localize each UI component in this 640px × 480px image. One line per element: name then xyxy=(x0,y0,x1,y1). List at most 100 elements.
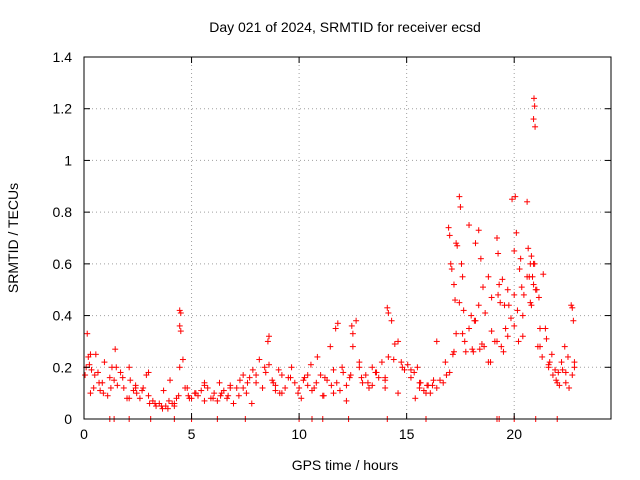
data-point xyxy=(390,356,397,363)
data-point xyxy=(511,247,518,254)
data-point xyxy=(453,240,460,247)
data-point xyxy=(176,364,183,371)
data-point xyxy=(88,366,95,373)
data-point xyxy=(507,315,514,322)
data-point xyxy=(513,229,520,236)
data-point xyxy=(317,372,324,379)
data-point xyxy=(525,245,532,252)
data-point xyxy=(548,351,555,358)
data-point xyxy=(442,359,449,366)
data-point xyxy=(204,384,211,391)
data-point xyxy=(262,369,269,376)
data-point xyxy=(496,281,503,288)
data-point xyxy=(233,384,240,391)
data-point xyxy=(132,384,139,391)
data-point xyxy=(553,377,560,384)
data-point xyxy=(487,359,494,366)
data-point xyxy=(568,302,575,309)
data-point xyxy=(107,384,114,391)
data-point xyxy=(423,390,430,397)
data-point xyxy=(94,369,101,376)
data-point xyxy=(301,374,308,381)
data-point xyxy=(414,364,421,371)
data-point xyxy=(97,387,104,394)
data-point xyxy=(511,322,518,329)
data-point xyxy=(159,405,166,412)
data-point xyxy=(114,382,121,389)
data-point xyxy=(416,379,423,386)
data-point xyxy=(559,366,566,373)
data-point xyxy=(92,351,99,358)
data-point xyxy=(236,377,243,384)
data-point xyxy=(340,369,347,376)
data-point xyxy=(543,335,550,342)
data-point xyxy=(520,291,527,298)
data-point xyxy=(349,343,356,350)
data-point xyxy=(278,372,285,379)
outlier-point xyxy=(532,123,539,130)
data-point xyxy=(530,281,537,288)
data-point xyxy=(549,372,556,379)
data-point xyxy=(106,374,113,381)
data-point xyxy=(291,379,298,386)
data-point xyxy=(542,325,549,332)
data-point xyxy=(272,387,279,394)
data-point xyxy=(466,325,473,332)
data-point xyxy=(433,384,440,391)
data-point xyxy=(253,379,260,386)
y-tick-label: 0.2 xyxy=(53,359,73,375)
data-point xyxy=(514,307,521,314)
outlier-point xyxy=(531,103,538,110)
data-point xyxy=(540,271,547,278)
data-point xyxy=(502,325,509,332)
y-tick-label: 1.4 xyxy=(53,49,73,65)
data-point xyxy=(453,330,460,337)
data-point xyxy=(243,390,250,397)
data-point xyxy=(452,297,459,304)
data-point xyxy=(436,377,443,384)
data-point xyxy=(158,403,165,410)
data-point xyxy=(82,372,89,379)
data-point xyxy=(454,242,461,249)
data-point xyxy=(85,353,92,360)
data-point xyxy=(398,359,405,366)
data-point xyxy=(430,377,437,384)
data-point xyxy=(493,235,500,241)
data-point xyxy=(511,291,518,298)
data-point xyxy=(459,330,466,337)
data-point xyxy=(336,387,343,394)
data-point xyxy=(472,240,479,247)
data-point xyxy=(288,364,295,371)
data-point xyxy=(265,361,272,368)
data-point xyxy=(346,374,353,381)
data-point xyxy=(309,387,316,394)
data-point xyxy=(264,338,271,345)
y-tick-label: 1.2 xyxy=(53,101,73,117)
x-tick-label: 0 xyxy=(80,426,88,442)
data-point xyxy=(391,341,398,348)
data-point xyxy=(471,317,478,324)
data-point xyxy=(201,397,208,404)
data-point xyxy=(469,346,476,353)
data-point xyxy=(225,392,232,399)
data-point xyxy=(456,193,463,200)
data-point xyxy=(395,338,402,345)
data-point xyxy=(495,250,502,257)
data-point xyxy=(369,382,376,389)
data-point xyxy=(388,317,395,324)
data-point xyxy=(313,379,320,386)
data-point xyxy=(450,281,457,288)
data-point xyxy=(447,260,454,267)
data-point xyxy=(216,379,223,386)
data-point xyxy=(230,400,237,407)
data-point xyxy=(545,361,552,368)
data-point xyxy=(462,348,469,355)
data-point xyxy=(378,359,385,366)
data-point xyxy=(561,343,568,350)
data-point xyxy=(373,369,380,376)
data-point xyxy=(167,377,174,384)
data-point xyxy=(466,222,473,229)
data-point xyxy=(516,266,523,273)
data-point xyxy=(529,273,536,280)
